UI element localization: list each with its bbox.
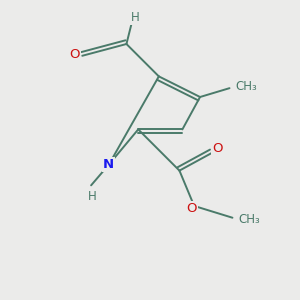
Text: H: H [88,190,97,203]
Text: O: O [70,48,80,61]
Text: O: O [186,202,196,215]
Text: CH₃: CH₃ [236,80,257,93]
Text: N: N [103,158,114,171]
Text: O: O [212,142,223,155]
Text: CH₃: CH₃ [238,213,260,226]
Text: H: H [131,11,140,24]
